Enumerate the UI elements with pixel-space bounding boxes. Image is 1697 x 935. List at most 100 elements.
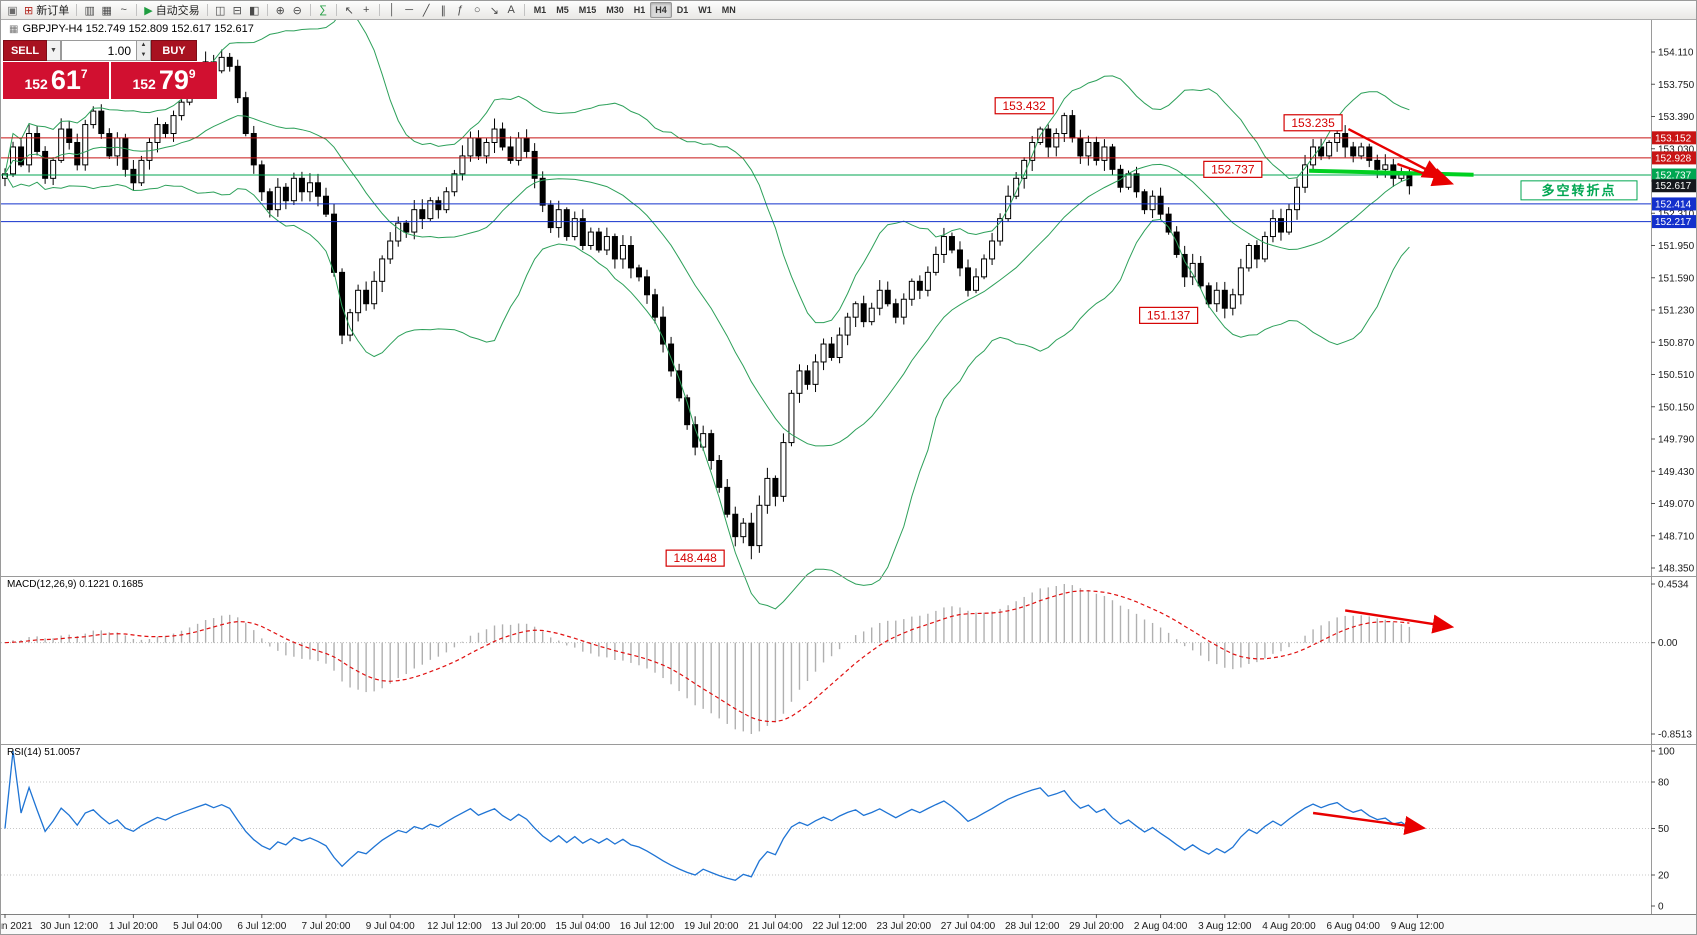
svg-text:100: 100 <box>1658 747 1675 758</box>
timeframe-w1-button[interactable]: W1 <box>698 5 712 15</box>
channel-button[interactable]: ∥ <box>435 2 452 19</box>
trade-options-caret-icon[interactable]: ▼ <box>47 40 61 61</box>
tile-vertical-icon: ◧ <box>248 4 260 17</box>
svg-text:7 Jul 20:00: 7 Jul 20:00 <box>302 921 351 932</box>
tile-horizontal-icon: ⊟ <box>232 4 242 17</box>
cn-annotation-text: 多空转折点 <box>1541 183 1616 198</box>
svg-text:3 Aug 12:00: 3 Aug 12:00 <box>1198 921 1252 932</box>
svg-text:152.737: 152.737 <box>1211 162 1255 176</box>
svg-text:5 Jul 04:00: 5 Jul 04:00 <box>173 921 222 932</box>
bid-point: 7 <box>80 67 88 81</box>
sell-button[interactable]: SELL <box>3 40 47 61</box>
timeframe-m5-button[interactable]: M5 <box>556 5 569 15</box>
trend-segment[interactable] <box>1309 168 1474 177</box>
ask-price-box[interactable]: 152 79 9 <box>111 62 217 99</box>
toolbar-separator <box>266 4 268 16</box>
macd-panel: 0.4534 0.00 -0.8513 <box>1 580 1692 741</box>
one-click-trading-widget: SELL ▼ 1.00 ▲ ▼ BUY 152 61 7 152 79 9 <box>3 40 217 99</box>
toolbar-separator <box>523 4 525 16</box>
svg-text:23 Jul 20:00: 23 Jul 20:00 <box>877 921 932 932</box>
volume-input[interactable]: 1.00 <box>61 40 137 61</box>
svg-text:0.4534: 0.4534 <box>1658 580 1689 591</box>
chart-candles-icon: ▦ <box>101 4 112 17</box>
bid-price-box[interactable]: 152 61 7 <box>3 62 109 99</box>
text-button[interactable]: A <box>503 2 520 19</box>
timeframe-m15-button[interactable]: M15 <box>578 5 597 15</box>
svg-text:19 Jul 20:00: 19 Jul 20:00 <box>684 921 739 932</box>
cursor-button[interactable]: ↖ <box>341 2 358 19</box>
timeframe-h4-button[interactable]: H4 <box>650 2 672 18</box>
toolbar-separator <box>136 4 138 16</box>
ask-point: 9 <box>188 67 196 81</box>
svg-text:21 Jul 04:00: 21 Jul 04:00 <box>748 921 803 932</box>
zoom-in-button[interactable]: ⊕ <box>272 2 289 19</box>
timeframe-h1-button[interactable]: H1 <box>633 5 646 15</box>
svg-text:13 Jul 20:00: 13 Jul 20:00 <box>491 921 546 932</box>
buy-button[interactable]: BUY <box>151 40 197 61</box>
svg-text:15 Jul 04:00: 15 Jul 04:00 <box>556 921 611 932</box>
toolbar-separator <box>206 4 208 16</box>
svg-text:150.510: 150.510 <box>1658 370 1695 381</box>
timeframe-m1-button[interactable]: M1 <box>533 5 547 15</box>
fibonacci-button[interactable]: ƒ <box>452 2 469 19</box>
svg-text:152.217: 152.217 <box>1655 217 1692 228</box>
tile-horizontal-button[interactable]: ⊟ <box>229 2 246 19</box>
price-label-objects[interactable]: 153.432 153.235 152.737 151.137 148.448 <box>665 97 1343 567</box>
crosshair-button[interactable]: + <box>358 2 375 19</box>
volume-up-icon[interactable]: ▲ <box>140 42 147 48</box>
svg-text:6 Aug 04:00: 6 Aug 04:00 <box>1327 921 1381 932</box>
cn-annotation[interactable]: 多空转折点 <box>1520 180 1638 201</box>
cascade-windows-icon: ◫ <box>214 4 226 17</box>
toolbar-separator <box>76 4 78 16</box>
cursor-icon: ↖ <box>344 4 354 17</box>
svg-text:-0.8513: -0.8513 <box>1658 730 1692 741</box>
chart-bars-icon: ▥ <box>84 4 95 17</box>
arrow-object-button[interactable]: ↘ <box>486 2 503 19</box>
svg-text:16 Jul 12:00: 16 Jul 12:00 <box>620 921 675 932</box>
shapes-button[interactable]: ○ <box>469 2 486 19</box>
svg-text:151.590: 151.590 <box>1658 273 1695 284</box>
panel-frame <box>1 20 1696 915</box>
timeframe-mn-button[interactable]: MN <box>721 5 736 15</box>
autotrading-button[interactable]: ▶ 自动交易 <box>141 2 202 19</box>
zoom-out-icon: ⊖ <box>292 4 302 17</box>
svg-text:151.950: 151.950 <box>1658 241 1695 252</box>
cascade-windows-button[interactable]: ◫ <box>212 2 229 19</box>
vertical-line-button[interactable]: │ <box>384 2 401 19</box>
indicators-button[interactable]: ∑ <box>315 2 332 19</box>
svg-text:151.137: 151.137 <box>1147 308 1191 322</box>
indicators-icon: ∑ <box>319 4 328 16</box>
horizontal-line-button[interactable]: ─ <box>401 2 418 19</box>
chart-window-icon-icon: ▣ <box>7 4 18 17</box>
chart-window: 154.110153.750153.390153.030152.670152.3… <box>1 20 1697 935</box>
chart-line-button[interactable]: ~ <box>115 2 132 19</box>
svg-text:9 Jul 04:00: 9 Jul 04:00 <box>366 921 415 932</box>
zoom-out-button[interactable]: ⊖ <box>289 2 306 19</box>
svg-text:152.414: 152.414 <box>1655 199 1692 210</box>
volume-down-icon[interactable]: ▼ <box>140 51 147 58</box>
volume-stepper[interactable]: ▲ ▼ <box>137 40 151 61</box>
horizontal-lines[interactable] <box>1 137 1651 223</box>
arrow-objects[interactable] <box>1312 127 1455 835</box>
chart-bars-button[interactable]: ▥ <box>81 2 98 19</box>
channel-icon: ∥ <box>440 4 446 17</box>
svg-text:149.070: 149.070 <box>1658 499 1695 510</box>
price-axis[interactable]: 154.110153.750153.390153.030152.670152.3… <box>1651 48 1695 575</box>
svg-text:153.750: 153.750 <box>1658 80 1695 91</box>
timeframe-d1-button[interactable]: D1 <box>676 5 689 15</box>
horizontal-line-icon: ─ <box>405 4 414 16</box>
chart-canvas[interactable]: 154.110153.750153.390153.030152.670152.3… <box>1 20 1697 935</box>
svg-text:150.870: 150.870 <box>1658 338 1695 349</box>
svg-text:149.790: 149.790 <box>1658 435 1695 446</box>
svg-text:28 Jul 12:00: 28 Jul 12:00 <box>1005 921 1060 932</box>
rsi-panel: 100 80 50 20 0 <box>1 747 1675 913</box>
new-order-button[interactable]: ⊞ 新订单 <box>21 2 72 19</box>
tile-vertical-button[interactable]: ◧ <box>246 2 263 19</box>
svg-text:149.430: 149.430 <box>1658 467 1695 478</box>
time-axis[interactable]: 29 Jun 2021 30 Jun 12:00 1 Jul 20:00 5 Jul … <box>1 914 1697 935</box>
new-order-icon: ⊞ <box>24 4 34 17</box>
chart-candles-button[interactable]: ▦ <box>98 2 115 19</box>
timeframe-m30-button[interactable]: M30 <box>606 5 624 15</box>
trendline-button[interactable]: ╱ <box>418 2 435 19</box>
